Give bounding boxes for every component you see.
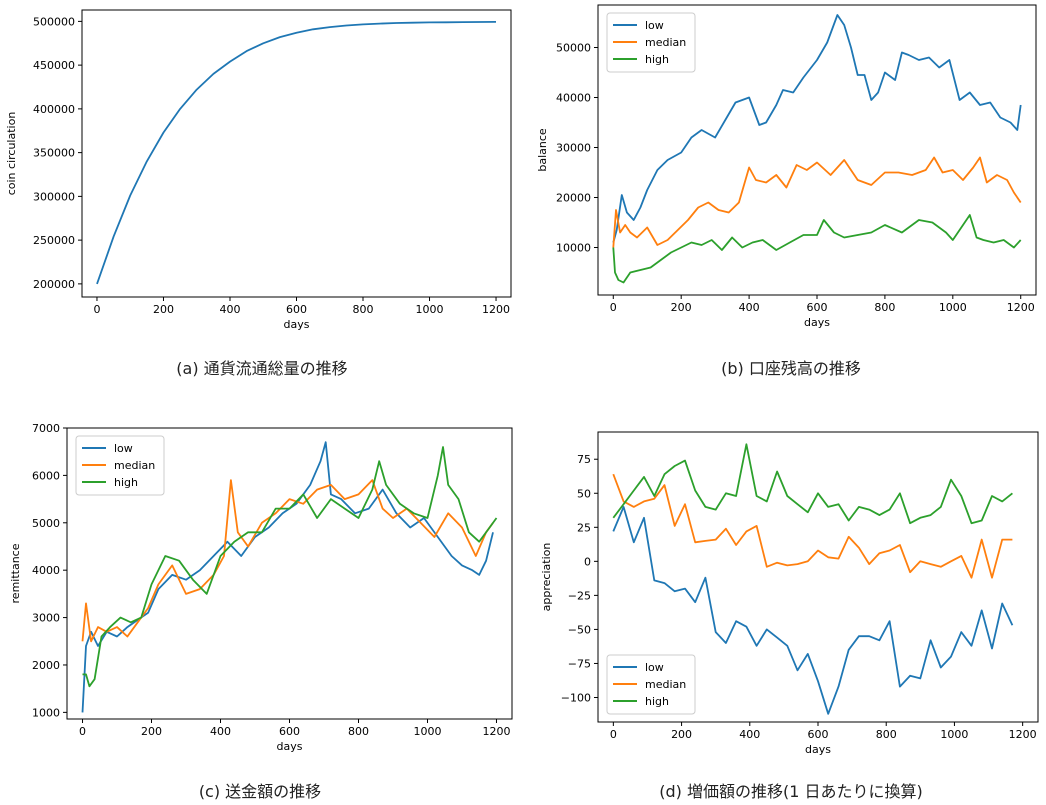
x-tick-label: 0 <box>79 725 86 738</box>
x-tick-label: 1000 <box>940 728 968 741</box>
caption-a: (a) 通貨流通総量の推移 <box>176 359 348 378</box>
caption-b: (b) 口座残高の推移 <box>721 359 861 378</box>
y-tick-label: 0 <box>584 555 591 568</box>
legend-label-high: high <box>645 695 669 708</box>
series-line-main <box>96 21 497 285</box>
y-tick-label: 300000 <box>33 190 75 203</box>
y-tick-label: 500000 <box>33 15 75 28</box>
y-tick-label: 10000 <box>556 242 591 255</box>
x-tick-label: 400 <box>739 728 760 741</box>
series-line-median <box>81 479 494 643</box>
series-line-low <box>612 14 1022 243</box>
x-tick-label: 200 <box>671 728 692 741</box>
x-tick-label: 400 <box>210 725 231 738</box>
y-tick-label: −100 <box>561 691 591 704</box>
caption-c: (c) 送金額の推移 <box>198 782 322 801</box>
x-tick-label: 800 <box>348 725 369 738</box>
y-tick-label: −75 <box>568 657 591 670</box>
x-tick-label: 0 <box>610 301 617 314</box>
chart-1: 0 200 400 600 800 1000 1200 10000 20000 30000 4000… <box>536 4 1037 329</box>
x-tick-label: 0 <box>93 303 100 316</box>
chart-2: 0 200 400 600 800 1000 1200 1000 2000 3000 4000 500… <box>9 422 513 753</box>
series-line-low <box>612 505 1014 715</box>
x-tick-label: 1200 <box>482 725 510 738</box>
chart-0: 0 200 400 600 800 1000 1200 200000 250000 300000 3… <box>5 9 512 331</box>
legend-label-median: median <box>645 36 686 49</box>
legend-box <box>606 12 696 73</box>
legend-label-high: high <box>645 53 669 66</box>
y-tick-label: 350000 <box>33 147 75 160</box>
y-tick-label: 4000 <box>32 564 60 577</box>
x-tick-label: 200 <box>671 301 692 314</box>
x-tick-label: 400 <box>739 301 760 314</box>
x-tick-label: 600 <box>286 303 307 316</box>
x-axis-label: days <box>804 316 830 329</box>
y-tick-label: 50000 <box>556 42 591 55</box>
x-tick-label: 1200 <box>1009 728 1037 741</box>
y-tick-label: 50 <box>577 487 591 500</box>
legend-label-low: low <box>645 19 664 32</box>
y-axis-label: coin circulation <box>5 112 18 196</box>
series-line-median <box>612 156 1022 248</box>
x-axis-label: days <box>805 743 831 756</box>
y-axis-label: remittance <box>9 543 22 603</box>
caption-d: (d) 増価額の推移(1 日あたりに換算) <box>659 782 923 801</box>
y-tick-label: 400000 <box>33 103 75 116</box>
x-tick-label: 600 <box>808 728 829 741</box>
legend-label-high: high <box>114 476 138 489</box>
y-tick-label: 3000 <box>32 612 60 625</box>
series-line-high <box>612 443 1013 525</box>
legend-label-low: low <box>114 442 133 455</box>
x-tick-label: 400 <box>219 303 240 316</box>
x-tick-label: 1200 <box>482 303 510 316</box>
y-tick-label: 1000 <box>32 706 60 719</box>
x-axis-label: days <box>277 740 303 753</box>
x-tick-label: 800 <box>353 303 374 316</box>
series-line-high <box>82 446 498 688</box>
y-tick-label: 450000 <box>33 59 75 72</box>
y-tick-label: 25 <box>577 521 591 534</box>
legend: low median high <box>606 654 696 715</box>
chart-3: 0 200 400 600 800 1000 1200 −100 −75 −50 −25 0 25 50 7… <box>540 431 1039 756</box>
x-axis-label: days <box>284 318 310 331</box>
y-tick-label: 5000 <box>32 517 60 530</box>
plot-frame <box>81 9 512 298</box>
x-tick-label: 1000 <box>413 725 441 738</box>
x-tick-label: 200 <box>153 303 174 316</box>
x-tick-label: 1000 <box>939 301 967 314</box>
legend-label-low: low <box>645 661 664 674</box>
x-tick-label: 200 <box>141 725 162 738</box>
x-tick-label: 1000 <box>416 303 444 316</box>
x-tick-label: 1200 <box>1007 301 1035 314</box>
x-tick-label: 600 <box>807 301 828 314</box>
legend: low median high <box>606 12 696 73</box>
y-tick-label: 75 <box>577 453 591 466</box>
y-tick-label: 6000 <box>32 469 60 482</box>
y-tick-label: 30000 <box>556 142 591 155</box>
y-tick-label: 40000 <box>556 92 591 105</box>
legend-label-median: median <box>114 459 155 472</box>
legend-label-median: median <box>645 678 686 691</box>
legend-box <box>606 654 696 715</box>
x-tick-label: 600 <box>279 725 300 738</box>
y-tick-label: 250000 <box>33 234 75 247</box>
y-tick-label: 20000 <box>556 192 591 205</box>
y-tick-label: 2000 <box>32 659 60 672</box>
y-tick-label: 7000 <box>32 422 60 435</box>
x-tick-label: 0 <box>610 728 617 741</box>
y-tick-label: −25 <box>568 589 591 602</box>
legend: low median high <box>75 435 165 496</box>
y-axis-label: appreciation <box>540 543 553 612</box>
y-tick-label: −50 <box>568 623 591 636</box>
legend-box <box>75 435 165 496</box>
x-tick-label: 800 <box>876 728 897 741</box>
y-axis-label: balance <box>536 128 549 172</box>
x-tick-label: 800 <box>874 301 895 314</box>
series-line-high <box>612 214 1022 284</box>
y-tick-label: 200000 <box>33 278 75 291</box>
series-line-median <box>612 473 1013 579</box>
